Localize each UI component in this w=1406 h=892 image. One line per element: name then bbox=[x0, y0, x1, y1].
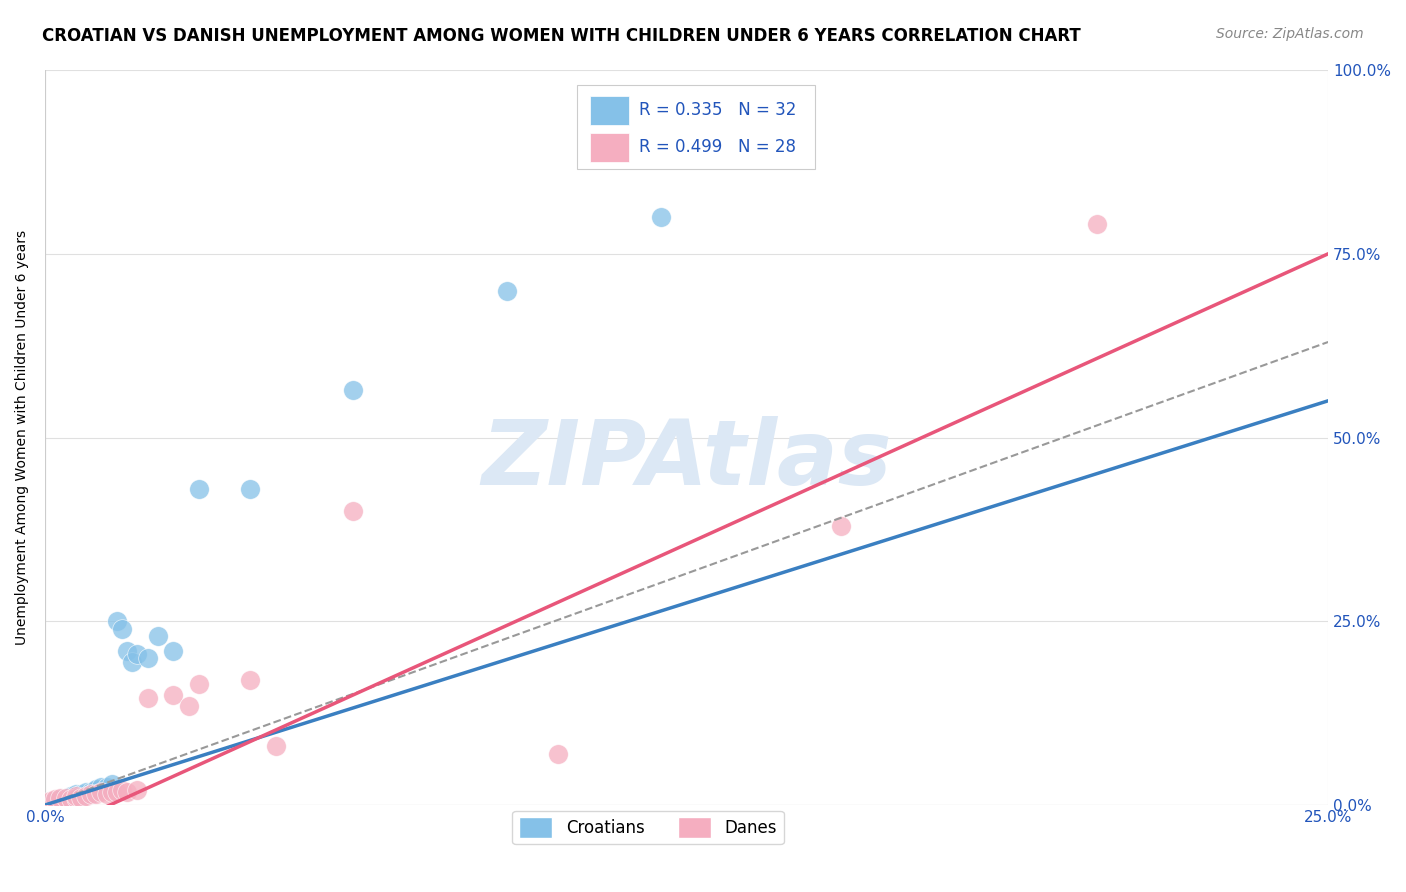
Point bbox=[80, 787, 103, 801]
Point bbox=[70, 787, 93, 801]
Point bbox=[55, 790, 77, 805]
Point bbox=[80, 785, 103, 799]
Point bbox=[70, 790, 93, 805]
Bar bbox=[578, 85, 815, 169]
Point bbox=[496, 284, 519, 298]
Point bbox=[75, 785, 97, 799]
Point bbox=[1085, 218, 1108, 232]
Point bbox=[830, 518, 852, 533]
Point bbox=[65, 790, 87, 805]
Bar bbox=[591, 95, 628, 125]
Point bbox=[188, 677, 211, 691]
Point bbox=[136, 691, 159, 706]
Point bbox=[90, 780, 112, 794]
Point bbox=[177, 698, 200, 713]
Point bbox=[121, 655, 143, 669]
Point bbox=[650, 210, 672, 224]
Point bbox=[84, 781, 107, 796]
Point bbox=[59, 790, 82, 805]
Point bbox=[65, 789, 87, 804]
Point bbox=[188, 482, 211, 496]
Point bbox=[70, 789, 93, 804]
Point bbox=[547, 747, 569, 761]
Point bbox=[111, 622, 134, 636]
Point bbox=[44, 792, 66, 806]
Point bbox=[80, 787, 103, 801]
Point bbox=[115, 643, 138, 657]
Text: R = 0.335   N = 32: R = 0.335 N = 32 bbox=[640, 102, 796, 120]
Legend: Croatians, Danes: Croatians, Danes bbox=[512, 811, 783, 845]
Point bbox=[44, 794, 66, 808]
Point bbox=[146, 629, 169, 643]
Point bbox=[264, 739, 287, 754]
Point bbox=[49, 792, 72, 806]
Point bbox=[90, 785, 112, 799]
Y-axis label: Unemployment Among Women with Children Under 6 years: Unemployment Among Women with Children U… bbox=[15, 230, 30, 645]
Point bbox=[75, 789, 97, 804]
Point bbox=[84, 787, 107, 801]
Point bbox=[239, 673, 262, 687]
Point bbox=[96, 787, 118, 801]
Point bbox=[100, 777, 122, 791]
Point bbox=[49, 790, 72, 805]
Point bbox=[162, 688, 184, 702]
Point bbox=[75, 787, 97, 801]
Point bbox=[136, 651, 159, 665]
Point bbox=[111, 783, 134, 797]
Point bbox=[342, 383, 364, 397]
Text: CROATIAN VS DANISH UNEMPLOYMENT AMONG WOMEN WITH CHILDREN UNDER 6 YEARS CORRELAT: CROATIAN VS DANISH UNEMPLOYMENT AMONG WO… bbox=[42, 27, 1081, 45]
Point bbox=[239, 482, 262, 496]
Point bbox=[65, 787, 87, 801]
Point bbox=[342, 504, 364, 518]
Point bbox=[100, 785, 122, 799]
Point bbox=[59, 792, 82, 806]
Point bbox=[162, 643, 184, 657]
Point bbox=[127, 783, 149, 797]
Point bbox=[115, 785, 138, 799]
Point bbox=[55, 792, 77, 806]
Point bbox=[55, 790, 77, 805]
Text: R = 0.499   N = 28: R = 0.499 N = 28 bbox=[640, 138, 796, 156]
Point bbox=[105, 785, 128, 799]
Point bbox=[59, 789, 82, 804]
Point bbox=[127, 648, 149, 662]
Text: Source: ZipAtlas.com: Source: ZipAtlas.com bbox=[1216, 27, 1364, 41]
Bar bbox=[591, 133, 628, 162]
Point bbox=[105, 614, 128, 628]
Text: ZIPAtlas: ZIPAtlas bbox=[481, 416, 891, 504]
Point bbox=[65, 790, 87, 805]
Point bbox=[84, 783, 107, 797]
Point bbox=[39, 794, 62, 808]
Point bbox=[96, 780, 118, 794]
